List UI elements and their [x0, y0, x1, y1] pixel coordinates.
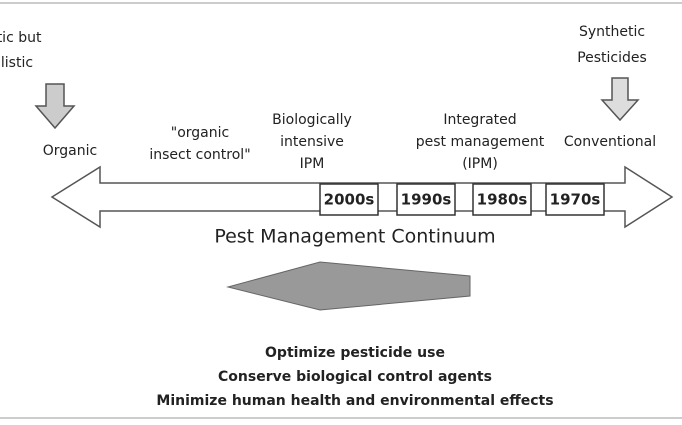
position-label: IPM [300, 156, 325, 172]
decade-label: 1980s [477, 191, 528, 209]
position-label: (IPM) [462, 156, 498, 172]
decade-label: 2000s [324, 191, 375, 209]
down-arrow-right [600, 77, 640, 122]
decade-box [396, 183, 456, 216]
position-label: "organic [171, 125, 229, 141]
top-right-label: Pesticides [577, 50, 647, 66]
position-label: Conventional [564, 134, 656, 150]
decade-box [319, 183, 379, 216]
decade-box [545, 183, 605, 216]
continuum-title: Pest Management Continuum [214, 226, 495, 248]
position-label: Biologically [272, 112, 352, 128]
position-label: intensive [280, 134, 344, 150]
top-left-label: Holistic but [0, 30, 42, 46]
down-arrow-left [34, 83, 76, 130]
position-label: insect control" [149, 147, 250, 163]
position-label: pest management [416, 134, 545, 150]
goal: Minimize human health and environmental … [156, 393, 553, 409]
top-left-label: legalistic [0, 55, 33, 71]
decade-label: 1970s [550, 191, 601, 209]
position-label: Integrated [443, 112, 516, 128]
decade-label: 1990s [401, 191, 452, 209]
goal: Conserve biological control agents [218, 369, 492, 385]
direction-arrow [226, 261, 471, 311]
goal: Optimize pesticide use [265, 345, 445, 361]
position-label: Organic [43, 143, 97, 159]
top-right-label: Synthetic [579, 24, 645, 40]
decade-box [472, 183, 532, 216]
